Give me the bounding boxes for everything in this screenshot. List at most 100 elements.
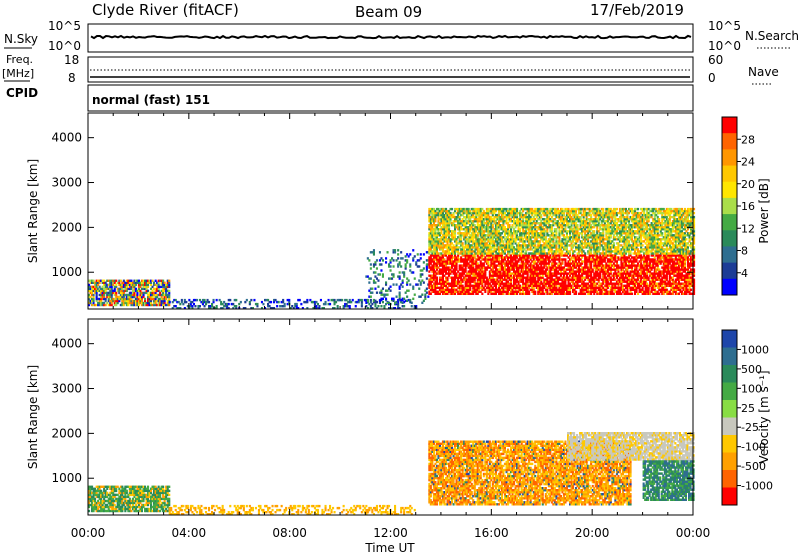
heatmap-cell — [380, 263, 382, 265]
heatmap-cell — [403, 271, 405, 273]
heatmap-cell — [402, 257, 404, 259]
heatmap-cell — [382, 298, 384, 300]
heatmap-cell — [406, 259, 408, 261]
heatmap-cell — [216, 299, 218, 301]
freq-right-tick-bottom: 0 — [708, 71, 716, 85]
heatmap-cell — [374, 281, 376, 283]
heatmap-cell — [420, 257, 422, 259]
heatmap-cell — [379, 251, 381, 253]
beam-title: Beam 09 — [355, 3, 422, 21]
heatmap-cell — [426, 288, 428, 290]
heatmap-cell — [278, 301, 280, 303]
heatmap-cell — [495, 285, 497, 287]
heatmap-cell — [423, 261, 425, 263]
heatmap-cell — [329, 303, 331, 305]
heatmap-cell — [318, 305, 320, 307]
heatmap-cell — [406, 300, 408, 302]
heatmap-cell — [412, 286, 414, 288]
heatmap-cell — [337, 305, 339, 307]
heatmap-cell — [103, 294, 105, 296]
heatmap-cell — [440, 230, 442, 232]
heatmap-cell — [168, 294, 170, 296]
heatmap-cell — [380, 269, 382, 271]
heatmap-cell — [250, 299, 252, 301]
heatmap-cell — [232, 303, 234, 305]
station-title: Clyde River (fitACF) — [92, 1, 239, 19]
heatmap-cell — [492, 252, 494, 254]
noise-panel: N.Sky 10^5 10^0 10^5 10^0 N.Search — [4, 19, 799, 53]
heatmap-cell — [370, 296, 372, 298]
heatmap-cell — [646, 283, 648, 285]
heatmap-cell — [320, 299, 322, 301]
heatmap-cell — [194, 305, 196, 307]
heatmap-cell — [93, 294, 95, 296]
freq-label-line1: Freq. — [6, 53, 33, 66]
heatmap-cell — [399, 275, 401, 277]
heatmap-cell — [382, 275, 384, 277]
heatmap-cell — [417, 253, 419, 255]
noise-left-label: N.Sky — [4, 32, 38, 46]
heatmap-cell — [229, 299, 231, 301]
heatmap-cell — [423, 253, 425, 255]
noise-right-label: N.Search — [745, 29, 799, 43]
heatmap-cell — [427, 296, 429, 298]
heatmap-cell — [368, 281, 370, 283]
heatmap-cell — [284, 305, 286, 307]
heatmap-cell — [660, 262, 662, 264]
freq-left-tick-top: 18 — [64, 53, 79, 67]
heatmap-cell — [396, 302, 398, 304]
heatmap-cell — [393, 283, 395, 285]
heatmap-cell — [282, 299, 284, 301]
freq-label-line2: [MHz] — [2, 67, 34, 80]
heatmap-cell — [371, 292, 373, 294]
heatmap-cell — [352, 299, 354, 301]
heatmap-cell — [341, 299, 343, 301]
heatmap-cell — [471, 252, 473, 254]
heatmap-cell — [409, 253, 411, 255]
heatmap-cell — [402, 286, 404, 288]
heatmap-cell — [684, 262, 686, 264]
heatmap-cell — [96, 294, 98, 296]
heatmap-cell — [542, 275, 544, 277]
heatmap-cell — [388, 302, 390, 304]
freq-left-tick-bottom: 8 — [68, 71, 76, 85]
heatmap-cell — [402, 302, 404, 304]
heatmap-cell — [193, 303, 195, 305]
noise-trace — [91, 36, 691, 38]
heatmap-cell — [169, 301, 171, 303]
heatmap-cell — [428, 252, 430, 254]
heatmap-cell — [368, 259, 370, 261]
heatmap-cell — [399, 271, 401, 273]
heatmap-cell — [143, 294, 145, 296]
heatmap-cell — [168, 284, 170, 286]
heatmap-cell — [147, 284, 149, 286]
heatmap-cell — [228, 303, 230, 305]
heatmap-cell — [213, 299, 215, 301]
heatmap-cell — [548, 262, 550, 264]
noise-left-tick-bottom: 10^0 — [48, 39, 81, 53]
heatmap-cell — [397, 257, 399, 259]
nave-label: Nave — [748, 65, 779, 79]
heatmap-cell — [288, 299, 290, 301]
heatmap-cell — [299, 299, 301, 301]
heatmap-cell — [382, 259, 384, 261]
heatmap-cell — [481, 293, 483, 295]
heatmap-cell — [586, 262, 588, 264]
heatmap-cell — [276, 305, 278, 307]
heatmap-cell — [387, 294, 389, 296]
heatmap-cell — [399, 286, 401, 288]
heatmap-cell — [426, 292, 428, 294]
heatmap-cell — [411, 302, 413, 304]
heatmap-cell — [399, 298, 401, 300]
cpid-panel: CPID normal (fast) 151 — [6, 85, 693, 111]
heatmap-cell — [420, 253, 422, 255]
heatmap-cell — [181, 299, 183, 301]
heatmap-cell — [376, 292, 378, 294]
heatmap-cell — [300, 303, 302, 305]
heatmap-cell — [412, 271, 414, 273]
heatmap-cell — [270, 301, 272, 303]
heatmap-cell — [284, 303, 286, 305]
heatmap-cell — [355, 305, 357, 307]
heatmap-cell — [235, 305, 237, 307]
heatmap-cell — [393, 273, 395, 275]
